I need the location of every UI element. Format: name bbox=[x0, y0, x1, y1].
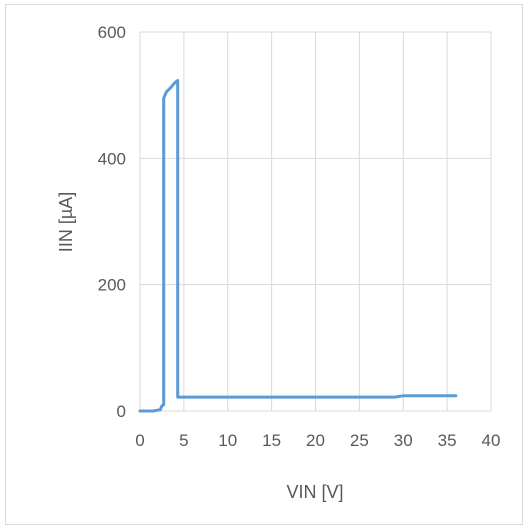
chart-frame bbox=[5, 4, 523, 525]
y-tick-label: 600 bbox=[98, 23, 126, 42]
y-axis-title: IIN [µA] bbox=[56, 192, 76, 252]
x-tick-label: 40 bbox=[482, 431, 501, 450]
y-tick-label: 0 bbox=[117, 402, 126, 421]
x-tick-label: 10 bbox=[218, 431, 237, 450]
x-tick-label: 25 bbox=[350, 431, 369, 450]
x-tick-label: 20 bbox=[306, 431, 325, 450]
x-axis-title: VIN [V] bbox=[286, 482, 343, 502]
gridlines bbox=[139, 31, 492, 412]
y-tick-label: 200 bbox=[98, 276, 126, 295]
y-tick-label: 400 bbox=[98, 149, 126, 168]
series-layer bbox=[138, 79, 458, 413]
x-tick-label: 15 bbox=[262, 431, 281, 450]
x-tick-label: 30 bbox=[394, 431, 413, 450]
x-tick-label: 0 bbox=[135, 431, 144, 450]
x-tick-label: 5 bbox=[179, 431, 188, 450]
x-tick-label: 35 bbox=[438, 431, 457, 450]
series-line bbox=[138, 79, 458, 413]
